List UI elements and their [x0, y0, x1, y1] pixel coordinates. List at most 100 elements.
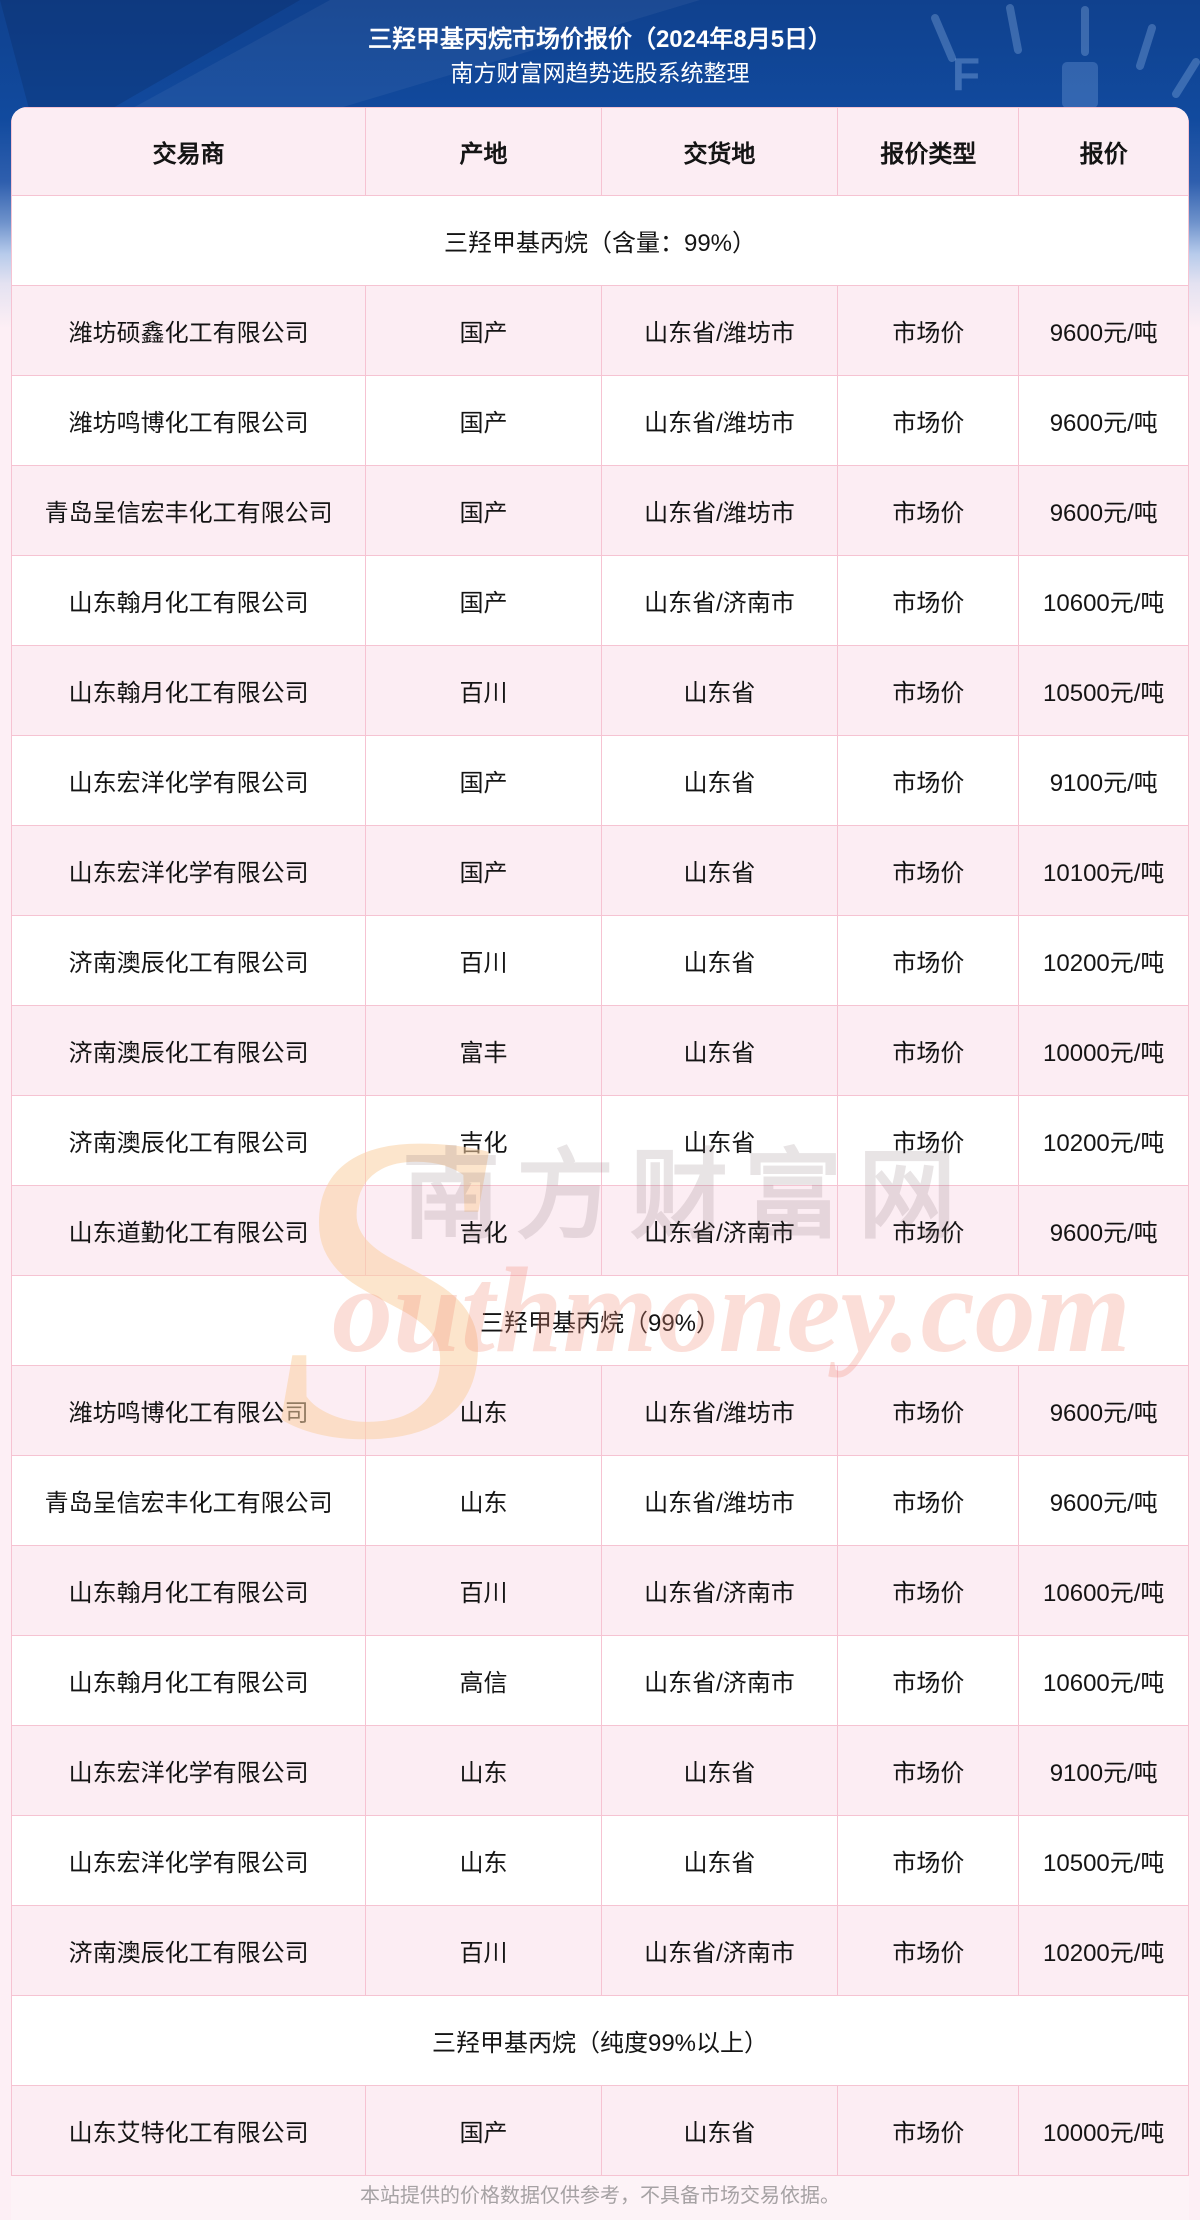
cell-delivery: 山东省 [600, 645, 839, 736]
table-row: 山东翰月化工有限公司 百川 山东省 市场价 10500元/吨 [11, 645, 1189, 736]
cell-quote-type: 市场价 [837, 465, 1020, 556]
svg-text:F: F [952, 48, 980, 100]
cell-trader: 济南澳辰化工有限公司 [11, 1095, 367, 1186]
cell-price: 10100元/吨 [1018, 825, 1189, 916]
table-body: 三羟甲基丙烷（含量：99%） 潍坊硕鑫化工有限公司 国产 山东省/潍坊市 市场价 9600… [11, 195, 1189, 2176]
cell-trader: 潍坊鸣博化工有限公司 [11, 1365, 367, 1456]
cell-origin: 富丰 [365, 1005, 602, 1096]
column-header-delivery: 交货地 [600, 107, 839, 196]
table-header-row: 交易商 产地 交货地 报价类型 报价 [11, 107, 1189, 196]
cell-trader: 山东宏洋化学有限公司 [11, 1725, 367, 1816]
cell-delivery: 山东省 [600, 1095, 839, 1186]
cell-price: 9600元/吨 [1018, 285, 1189, 376]
price-table-card: 交易商 产地 交货地 报价类型 报价 三羟甲基丙烷（含量：99%） 潍坊硕鑫化工有… [11, 107, 1189, 2220]
cell-price: 9100元/吨 [1018, 735, 1189, 826]
cell-price: 10200元/吨 [1018, 915, 1189, 1006]
cell-quote-type: 市场价 [837, 1725, 1020, 1816]
table-row: 济南澳辰化工有限公司 百川 山东省/济南市 市场价 10200元/吨 [11, 1905, 1189, 1996]
cell-trader: 山东翰月化工有限公司 [11, 1545, 367, 1636]
cell-origin: 百川 [365, 1545, 602, 1636]
cell-price: 9600元/吨 [1018, 1455, 1189, 1546]
table-row: 山东宏洋化学有限公司 山东 山东省 市场价 10500元/吨 [11, 1815, 1189, 1906]
table-row: 潍坊鸣博化工有限公司 山东 山东省/潍坊市 市场价 9600元/吨 [11, 1365, 1189, 1456]
price-table: 交易商 产地 交货地 报价类型 报价 三羟甲基丙烷（含量：99%） 潍坊硕鑫化工有… [11, 107, 1189, 2176]
cell-origin: 国产 [365, 375, 602, 466]
column-header-quote-type: 报价类型 [837, 107, 1020, 196]
cell-delivery: 山东省/济南市 [600, 555, 839, 646]
cell-origin: 国产 [365, 465, 602, 556]
table-row: 潍坊鸣博化工有限公司 国产 山东省/潍坊市 市场价 9600元/吨 [11, 375, 1189, 466]
section-title: 三羟甲基丙烷（纯度99%以上） [11, 1995, 1189, 2086]
cell-trader: 山东翰月化工有限公司 [11, 1635, 367, 1726]
cell-trader: 山东艾特化工有限公司 [11, 2085, 367, 2176]
cell-delivery: 山东省/潍坊市 [600, 375, 839, 466]
cell-origin: 国产 [365, 285, 602, 376]
table-row: 山东翰月化工有限公司 百川 山东省/济南市 市场价 10600元/吨 [11, 1545, 1189, 1636]
section-title: 三羟甲基丙烷（99%） [11, 1275, 1189, 1366]
cell-delivery: 山东省/潍坊市 [600, 1365, 839, 1456]
cell-delivery: 山东省 [600, 1725, 839, 1816]
cell-trader: 山东宏洋化学有限公司 [11, 825, 367, 916]
cell-trader: 山东翰月化工有限公司 [11, 645, 367, 736]
cell-trader: 青岛呈信宏丰化工有限公司 [11, 1455, 367, 1546]
table-row: 济南澳辰化工有限公司 百川 山东省 市场价 10200元/吨 [11, 915, 1189, 1006]
cell-price: 10000元/吨 [1018, 2085, 1189, 2176]
table-row: 山东艾特化工有限公司 国产 山东省 市场价 10000元/吨 [11, 2085, 1189, 2176]
table-row: 青岛呈信宏丰化工有限公司 国产 山东省/潍坊市 市场价 9600元/吨 [11, 465, 1189, 556]
cell-trader: 济南澳辰化工有限公司 [11, 915, 367, 1006]
table-row: 山东宏洋化学有限公司 国产 山东省 市场价 9100元/吨 [11, 735, 1189, 826]
cell-price: 10600元/吨 [1018, 1545, 1189, 1636]
cell-quote-type: 市场价 [837, 2085, 1020, 2176]
cell-trader: 山东宏洋化学有限公司 [11, 1815, 367, 1906]
cell-price: 10500元/吨 [1018, 645, 1189, 736]
cell-quote-type: 市场价 [837, 735, 1020, 826]
page-title: 三羟甲基丙烷市场价报价（2024年8月5日） [367, 26, 833, 53]
cell-quote-type: 市场价 [837, 1635, 1020, 1726]
cell-quote-type: 市场价 [837, 1455, 1020, 1546]
table-row: 潍坊硕鑫化工有限公司 国产 山东省/潍坊市 市场价 9600元/吨 [11, 285, 1189, 376]
cell-delivery: 山东省 [600, 2085, 839, 2176]
cell-trader: 山东道勤化工有限公司 [11, 1185, 367, 1276]
section-title: 三羟甲基丙烷（含量：99%） [11, 195, 1189, 286]
cell-origin: 国产 [365, 555, 602, 646]
column-header-price: 报价 [1018, 107, 1189, 196]
section-title-row: 三羟甲基丙烷（纯度99%以上） [11, 1995, 1189, 2086]
cell-delivery: 山东省 [600, 915, 839, 1006]
table-row: 山东翰月化工有限公司 国产 山东省/济南市 市场价 10600元/吨 [11, 555, 1189, 646]
cell-origin: 山东 [365, 1455, 602, 1546]
table-row: 济南澳辰化工有限公司 吉化 山东省 市场价 10200元/吨 [11, 1095, 1189, 1186]
cell-trader: 济南澳辰化工有限公司 [11, 1005, 367, 1096]
table-row: 济南澳辰化工有限公司 富丰 山东省 市场价 10000元/吨 [11, 1005, 1189, 1096]
cell-price: 9600元/吨 [1018, 1185, 1189, 1276]
cell-quote-type: 市场价 [837, 1095, 1020, 1186]
table-row: 山东宏洋化学有限公司 山东 山东省 市场价 9100元/吨 [11, 1725, 1189, 1816]
cell-delivery: 山东省/济南市 [600, 1185, 839, 1276]
cell-origin: 国产 [365, 735, 602, 826]
cell-origin: 百川 [365, 645, 602, 736]
cell-origin: 国产 [365, 825, 602, 916]
cell-quote-type: 市场价 [837, 1185, 1020, 1276]
cell-trader: 潍坊硕鑫化工有限公司 [11, 285, 367, 376]
cell-quote-type: 市场价 [837, 1545, 1020, 1636]
cell-origin: 山东 [365, 1365, 602, 1456]
cell-origin: 山东 [365, 1815, 602, 1906]
cell-delivery: 山东省/济南市 [600, 1545, 839, 1636]
cell-quote-type: 市场价 [837, 285, 1020, 376]
table-row: 山东翰月化工有限公司 高信 山东省/济南市 市场价 10600元/吨 [11, 1635, 1189, 1726]
cell-price: 9100元/吨 [1018, 1725, 1189, 1816]
cell-quote-type: 市场价 [837, 1365, 1020, 1456]
cell-quote-type: 市场价 [837, 1815, 1020, 1906]
cell-price: 10600元/吨 [1018, 555, 1189, 646]
cell-price: 9600元/吨 [1018, 375, 1189, 466]
cell-delivery: 山东省/济南市 [600, 1635, 839, 1726]
cell-origin: 国产 [365, 2085, 602, 2176]
table-row: 青岛呈信宏丰化工有限公司 山东 山东省/潍坊市 市场价 9600元/吨 [11, 1455, 1189, 1546]
cell-price: 10500元/吨 [1018, 1815, 1189, 1906]
cell-price: 9600元/吨 [1018, 465, 1189, 556]
cell-origin: 山东 [365, 1725, 602, 1816]
cell-price: 10200元/吨 [1018, 1095, 1189, 1186]
cell-delivery: 山东省/潍坊市 [600, 1455, 839, 1546]
cell-trader: 山东翰月化工有限公司 [11, 555, 367, 646]
cell-quote-type: 市场价 [837, 1005, 1020, 1096]
cell-price: 10600元/吨 [1018, 1635, 1189, 1726]
